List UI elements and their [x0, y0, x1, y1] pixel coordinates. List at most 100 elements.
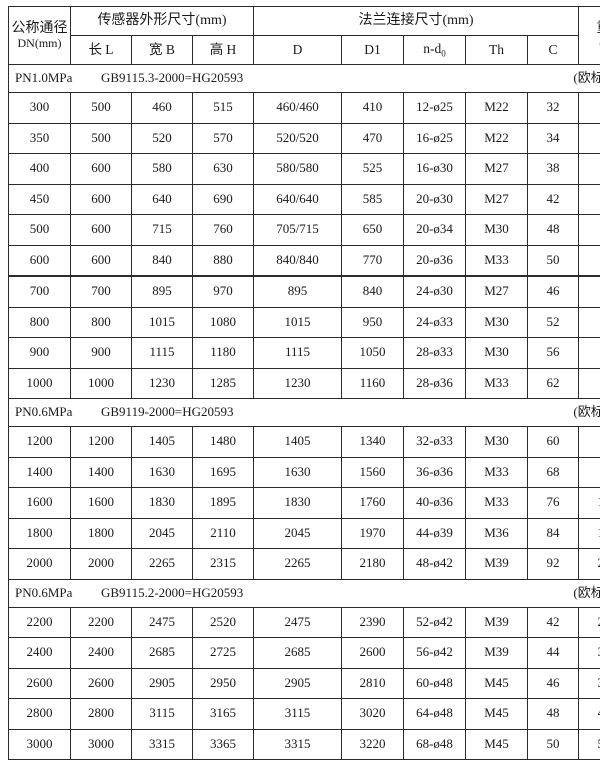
cell-c: 92: [528, 549, 579, 580]
section-system-tag: (欧标体系): [573, 405, 600, 420]
cell-d: 1405: [254, 427, 342, 458]
cell-width-b: 3315: [132, 729, 193, 760]
cell-d1: 650: [342, 215, 404, 246]
cell-c: 60: [528, 427, 579, 458]
cell-width-b: 840: [132, 245, 193, 276]
cell-bolt-holes: 40-ø36: [404, 488, 466, 519]
column-header-bolt-holes: n-d0: [404, 36, 466, 65]
cell-dn: 500: [9, 215, 71, 246]
cell-length-l: 500: [71, 93, 132, 124]
section-system-tag: (欧标体系): [573, 71, 600, 86]
cell-weight: 3880: [579, 668, 600, 699]
cell-d1: 1160: [342, 368, 404, 399]
cell-dn: 1600: [9, 488, 71, 519]
cell-dn: 900: [9, 338, 71, 369]
cell-d: 2265: [254, 549, 342, 580]
cell-d: 840/840: [254, 245, 342, 276]
cell-c: 46: [528, 668, 579, 699]
cell-d: 1630: [254, 457, 342, 488]
cell-d: 895: [254, 276, 342, 307]
cell-width-b: 1830: [132, 488, 193, 519]
cell-d1: 770: [342, 245, 404, 276]
cell-thread-th: M39: [466, 638, 528, 669]
cell-height-h: 1895: [193, 488, 254, 519]
cell-dn: 2000: [9, 549, 71, 580]
cell-width-b: 640: [132, 184, 193, 215]
cell-length-l: 600: [71, 184, 132, 215]
cell-weight: 2800: [579, 607, 600, 638]
cell-thread-th: M33: [466, 457, 528, 488]
cell-height-h: 2520: [193, 607, 254, 638]
cell-d: 580/580: [254, 154, 342, 185]
cell-weight: 80: [579, 123, 600, 154]
cell-d: 1115: [254, 338, 342, 369]
section-standard-code: GB9119-2000=HG20593: [101, 405, 234, 420]
cell-c: 48: [528, 699, 579, 730]
cell-d: 3115: [254, 699, 342, 730]
cell-d1: 470: [342, 123, 404, 154]
cell-d1: 585: [342, 184, 404, 215]
cell-weight: 1330: [579, 488, 600, 519]
cell-bolt-holes: 20-ø30: [404, 184, 466, 215]
cell-c: 62: [528, 368, 579, 399]
cell-d: 2475: [254, 607, 342, 638]
section-system-tag: (欧标体系): [573, 586, 600, 601]
cell-height-h: 1285: [193, 368, 254, 399]
cell-length-l: 1600: [71, 488, 132, 519]
cell-thread-th: M22: [466, 123, 528, 154]
cell-width-b: 2265: [132, 549, 193, 580]
cell-weight: 260: [579, 245, 600, 276]
cell-height-h: 1180: [193, 338, 254, 369]
cell-d: 3315: [254, 729, 342, 760]
cell-bolt-holes: 56-ø42: [404, 638, 466, 669]
cell-width-b: 1015: [132, 307, 193, 338]
cell-d: 520/520: [254, 123, 342, 154]
cell-dn: 700: [9, 276, 71, 307]
cell-thread-th: M30: [466, 427, 528, 458]
cell-bolt-holes: 60-ø48: [404, 668, 466, 699]
cell-length-l: 2000: [71, 549, 132, 580]
cell-weight: 730: [579, 368, 600, 399]
cell-width-b: 2685: [132, 638, 193, 669]
cell-c: 38: [528, 154, 579, 185]
cell-length-l: 700: [71, 276, 132, 307]
cell-height-h: 3365: [193, 729, 254, 760]
cell-length-l: 1800: [71, 518, 132, 549]
cell-c: 50: [528, 729, 579, 760]
cell-length-l: 2800: [71, 699, 132, 730]
cell-length-l: 900: [71, 338, 132, 369]
cell-d1: 950: [342, 307, 404, 338]
flange-specification-table: 公称通径 DN(mm) 传感器外形尺寸(mm) 法兰连接尺寸(mm) 重量 (K…: [8, 6, 600, 760]
cell-weight: 55: [579, 93, 600, 124]
cell-d1: 1560: [342, 457, 404, 488]
cell-c: 76: [528, 488, 579, 519]
cell-height-h: 1695: [193, 457, 254, 488]
column-header-width-b: 宽 B: [132, 36, 193, 65]
cell-height-h: 760: [193, 215, 254, 246]
cell-length-l: 3000: [71, 729, 132, 760]
cell-thread-th: M45: [466, 699, 528, 730]
cell-c: 46: [528, 276, 579, 307]
cell-d: 2045: [254, 518, 342, 549]
cell-bolt-holes: 20-ø34: [404, 215, 466, 246]
cell-bolt-holes: 64-ø48: [404, 699, 466, 730]
cell-dn: 2400: [9, 638, 71, 669]
column-header-length-l: 长 L: [71, 36, 132, 65]
cell-height-h: 1080: [193, 307, 254, 338]
cell-d1: 1050: [342, 338, 404, 369]
